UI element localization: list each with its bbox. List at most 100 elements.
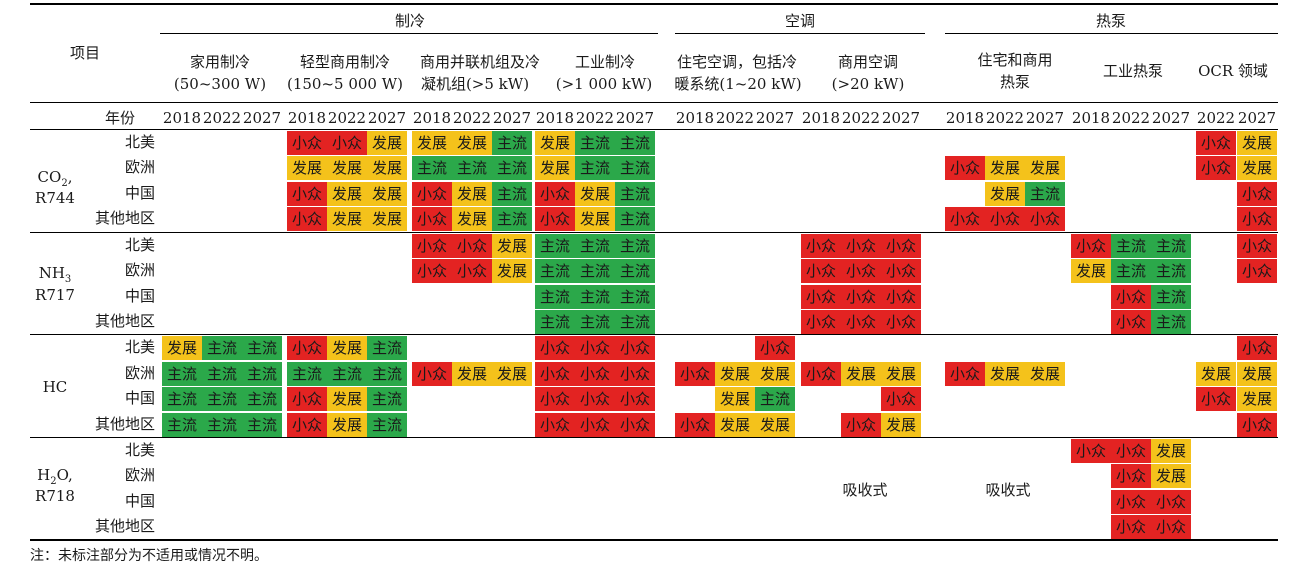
status-cell: 主流 <box>202 413 242 437</box>
col-industrial-l1: 工业制冷 <box>574 53 635 71</box>
year-cell: 2022 <box>1111 109 1151 127</box>
status-cell: 主流 <box>367 336 407 360</box>
col-industrial-l2: (>1 000 kW) <box>555 75 653 93</box>
region-label: 其他地区 <box>94 415 155 433</box>
status-cell: 主流 <box>367 387 407 411</box>
refrigerant-h2o-tail: O, <box>56 466 73 484</box>
refrigerant-nh3-code: R717 <box>35 286 75 304</box>
status-cell: 主流 <box>615 207 655 231</box>
status-cell: 小众 <box>535 362 575 386</box>
refrigerant-h2o-code: R718 <box>35 487 75 505</box>
status-cell: 发展 <box>492 234 532 258</box>
status-cell: 小众 <box>412 362 452 386</box>
status-cell: 小众 <box>287 413 327 437</box>
status-cell: 发展 <box>327 182 367 206</box>
refrigerant-co2: CO2, <box>20 168 90 189</box>
status-cell: 主流 <box>615 234 655 258</box>
status-cell: 主流 <box>242 336 282 360</box>
section-rule-2 <box>30 334 1278 335</box>
status-cell: 发展 <box>985 182 1025 206</box>
status-cell: 发展 <box>1151 464 1191 488</box>
status-cell: 小众 <box>801 259 841 283</box>
status-cell: 发展 <box>715 387 755 411</box>
status-cell: 小众 <box>1151 490 1191 514</box>
refrigerant-co2-sub: 2 <box>61 178 68 189</box>
status-cell: 发展 <box>452 207 492 231</box>
status-cell: 主流 <box>162 387 202 411</box>
status-cell: 小众 <box>945 156 985 180</box>
header-rule <box>30 102 1278 103</box>
status-cell: 小众 <box>841 285 881 309</box>
status-cell: 发展 <box>841 362 881 386</box>
status-cell: 发展 <box>452 362 492 386</box>
region-label: 欧洲 <box>124 466 155 484</box>
status-cell: 发展 <box>162 336 202 360</box>
status-cell: 发展 <box>367 131 407 155</box>
status-cell: 小众 <box>287 207 327 231</box>
status-cell: 小众 <box>841 413 881 437</box>
col-domestic-l1: 家用制冷 <box>189 53 250 71</box>
status-cell: 主流 <box>202 336 242 360</box>
status-cell: 发展 <box>327 207 367 231</box>
status-cell: 发展 <box>452 131 492 155</box>
bottom-rule <box>30 539 1278 541</box>
section-rule-3 <box>30 437 1278 438</box>
status-cell: 主流 <box>1151 310 1191 334</box>
status-cell: 小众 <box>675 362 715 386</box>
group-ac: 空调 <box>784 12 815 30</box>
top-rule <box>30 3 1278 5</box>
status-cell: 主流 <box>412 156 452 180</box>
status-cell: 发展 <box>575 182 615 206</box>
status-cell: 小众 <box>535 182 575 206</box>
status-cell: 发展 <box>1237 131 1277 155</box>
status-cell: 主流 <box>202 387 242 411</box>
status-cell: 小众 <box>412 182 452 206</box>
status-cell: 小众 <box>1237 336 1277 360</box>
status-cell: 小众 <box>841 310 881 334</box>
group-underline-heatpump <box>945 33 1278 34</box>
status-cell: 发展 <box>492 259 532 283</box>
status-cell: 发展 <box>327 413 367 437</box>
status-cell: 小众 <box>535 413 575 437</box>
status-cell: 主流 <box>575 131 615 155</box>
status-cell: 发展 <box>755 362 795 386</box>
refrigerant-h2o-sub: 2 <box>50 476 57 487</box>
status-cell: 发展 <box>1071 259 1111 283</box>
refrigerant-co2-tail: , <box>67 168 73 186</box>
status-cell: 发展 <box>367 156 407 180</box>
section-rule-1 <box>30 232 1278 233</box>
status-cell: 小众 <box>675 413 715 437</box>
status-cell: 发展 <box>327 336 367 360</box>
status-cell: 小众 <box>1196 131 1236 155</box>
status-cell: 发展 <box>1025 362 1065 386</box>
status-cell: 小众 <box>412 259 452 283</box>
status-cell: 小众 <box>1237 182 1277 206</box>
status-cell: 主流 <box>492 156 532 180</box>
region-label: 中国 <box>124 184 155 202</box>
year-cell: 2022 <box>985 109 1025 127</box>
status-cell: 发展 <box>367 182 407 206</box>
status-cell: 小众 <box>1196 387 1236 411</box>
year-cell: 2022 <box>452 109 492 127</box>
status-cell: 小众 <box>1237 207 1277 231</box>
year-cell: 2018 <box>287 109 327 127</box>
region-label: 北美 <box>124 133 155 151</box>
col-parallel-l1: 商用并联机组及冷 <box>419 53 540 71</box>
status-cell: 主流 <box>615 182 655 206</box>
year-cell: 2018 <box>801 109 841 127</box>
status-cell: 发展 <box>715 362 755 386</box>
status-cell: 发展 <box>535 156 575 180</box>
col-comac-l2: (>20 kW) <box>831 75 905 93</box>
status-cell: 小众 <box>452 259 492 283</box>
refrigerant-hc: HC <box>42 378 68 396</box>
refrigerant-co2-formula: CO <box>37 168 62 186</box>
status-cell: 小众 <box>287 131 327 155</box>
region-label: 北美 <box>124 441 155 459</box>
status-cell: 小众 <box>1111 310 1151 334</box>
year-cell: 2022 <box>327 109 367 127</box>
status-cell: 小众 <box>1237 234 1277 258</box>
col-domestic-l2: (50~300 W) <box>173 75 267 93</box>
status-cell: 小众 <box>287 336 327 360</box>
status-cell: 发展 <box>985 156 1025 180</box>
status-cell: 小众 <box>881 310 921 334</box>
